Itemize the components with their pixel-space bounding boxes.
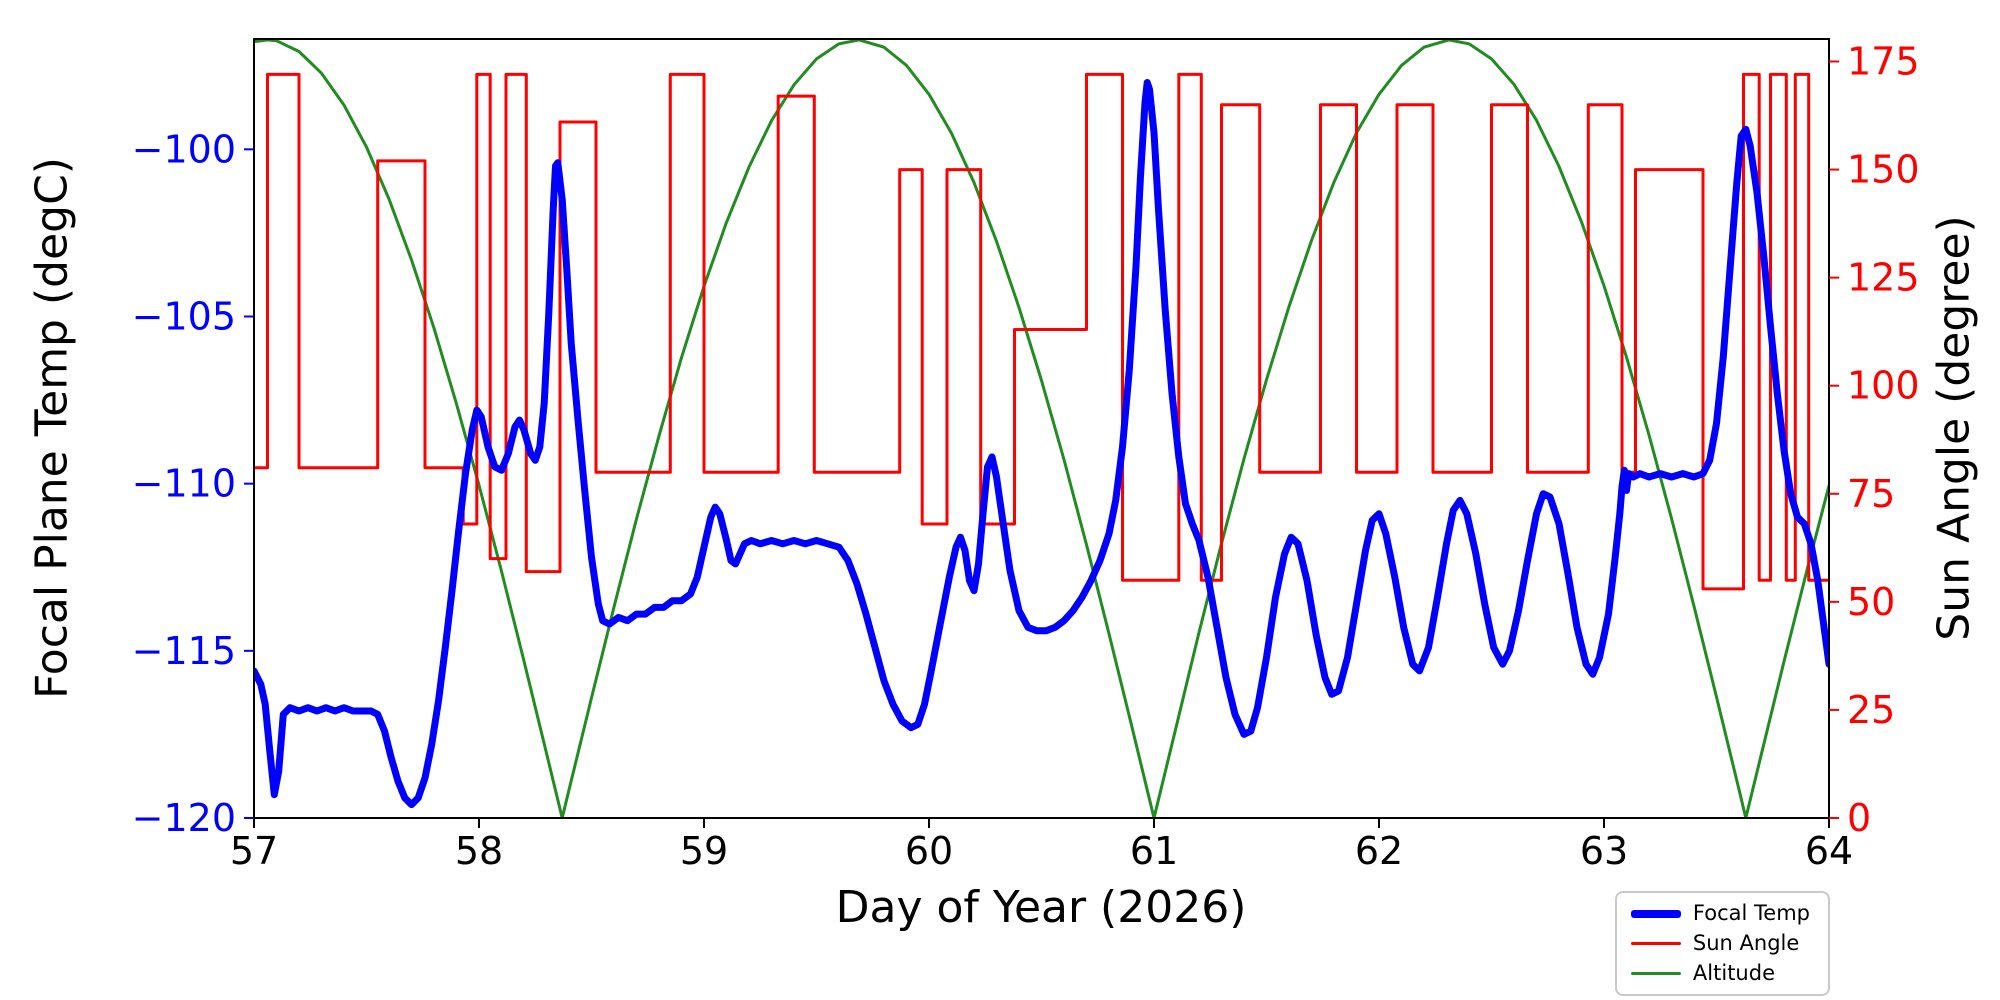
legend-entry: Sun Angle: [1630, 931, 1810, 955]
x-tick-label: 61: [1130, 829, 1178, 873]
right-y-tick-label: 125: [1847, 256, 1920, 300]
x-tick-label: 59: [680, 829, 728, 873]
left-y-tick-label: −115: [132, 629, 236, 673]
series-group: [254, 39, 1829, 818]
legend-line-sample: [1630, 972, 1681, 975]
left-y-tick-label: −105: [132, 294, 236, 338]
plot-spines: [253, 38, 1830, 819]
x-tick-label: 60: [905, 829, 953, 873]
x-axis-title: Day of Year (2026): [835, 882, 1247, 933]
legend-label: Sun Angle: [1692, 931, 1800, 955]
x-tick-label: 64: [1805, 829, 1853, 873]
left-y-tick-label: −120: [132, 796, 236, 840]
x-tick-label: 62: [1355, 829, 1403, 873]
legend-line-sample: [1630, 942, 1681, 945]
left-y-axis-title: Focal Plane Temp (degC): [26, 157, 78, 699]
legend-label: Focal Temp: [1692, 901, 1810, 925]
right-y-tick-label: 50: [1847, 580, 1895, 624]
series-altitude-line: [254, 39, 1829, 818]
series-sun-angle-line: [254, 72, 1829, 591]
right-y-tick-label: 25: [1847, 688, 1895, 732]
series-focal-temp-line: [254, 79, 1829, 809]
left-y-tick-label: −100: [132, 127, 236, 171]
left-y-tick-label: −110: [132, 462, 236, 506]
x-tick-label: 58: [455, 829, 503, 873]
right-y-tick-label: 75: [1847, 472, 1895, 516]
legend-line-sample: [1630, 909, 1681, 918]
legend-label: Altitude: [1692, 961, 1775, 985]
right-y-tick-label: 175: [1847, 39, 1920, 83]
x-tick-label: 63: [1580, 829, 1628, 873]
right-y-tick-label: 100: [1847, 364, 1920, 408]
legend: Focal Temp Sun Angle Altitude: [1614, 891, 1830, 996]
right-y-tick-label: 150: [1847, 148, 1920, 192]
right-y-tick-label: 0: [1847, 796, 1871, 840]
legend-entry: Focal Temp: [1630, 901, 1810, 925]
right-y-axis-title: Sun Angle (degree): [1928, 215, 1980, 641]
x-tick-label: 57: [230, 829, 278, 873]
legend-entry: Altitude: [1630, 961, 1810, 985]
